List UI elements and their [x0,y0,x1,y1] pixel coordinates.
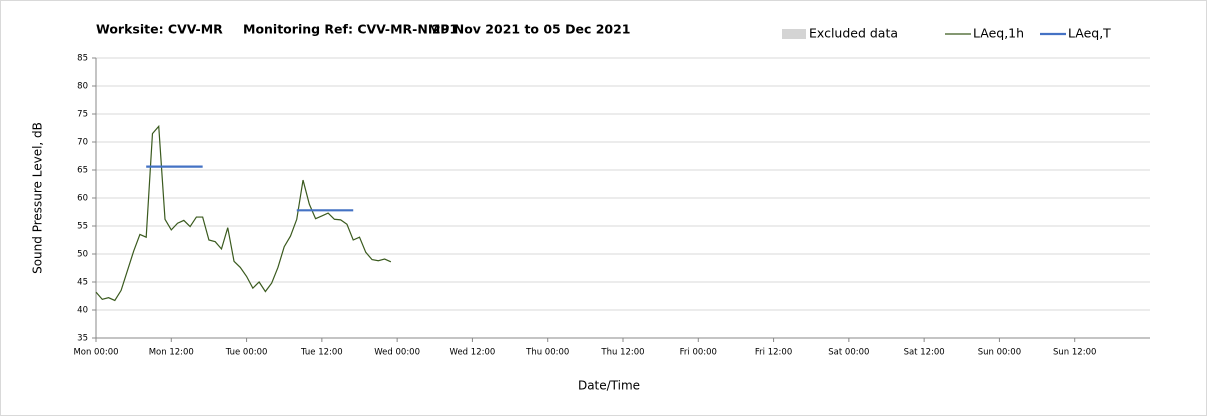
x-tick-label: Fri 12:00 [755,348,792,358]
y-tick-label: 40 [77,306,88,316]
x-tick-label: Wed 12:00 [450,348,496,358]
y-tick-label: 75 [77,110,88,120]
legend-label: LAeq,T [1068,26,1111,41]
y-tick-label: 35 [77,334,88,344]
x-tick-label: Sat 12:00 [904,348,945,358]
series-line [95,124,392,302]
legend-label: Excluded data [809,26,898,41]
x-tick-label: Mon 12:00 [149,348,194,358]
title-part: Monitoring Ref: CVV-MR-NMP1 [243,22,458,37]
x-tick-label: Thu 12:00 [600,348,644,358]
y-tick-label: 50 [77,250,88,260]
x-tick-label: Tue 00:00 [225,348,268,358]
x-tick-label: Sat 00:00 [828,348,869,358]
x-tick-label: Mon 00:00 [73,348,118,358]
x-tick-label: Sun 00:00 [978,348,1021,358]
legend-label: LAeq,1h [973,26,1024,41]
title-part: Worksite: CVV-MR [96,22,223,37]
y-tick-label: 70 [77,138,88,148]
y-axis-label: Sound Pressure Level, dB [31,122,45,274]
x-tick-label: Tue 12:00 [300,348,343,358]
y-tick-label: 60 [77,194,88,204]
legend-swatch [782,29,806,39]
y-tick-label: 85 [77,54,88,64]
y-tick-label: 55 [77,222,88,232]
y-tick-label: 45 [77,278,88,288]
x-tick-label: Thu 00:00 [525,348,569,358]
y-tick-label: 80 [77,82,88,92]
x-axis-label: Date/Time [578,379,640,393]
x-tick-label: Wed 00:00 [374,348,420,358]
x-tick-label: Sun 12:00 [1053,348,1096,358]
title-part: 29 Nov 2021 to 05 Dec 2021 [432,22,631,37]
y-tick-label: 65 [77,166,88,176]
x-tick-label: Fri 00:00 [680,348,717,358]
